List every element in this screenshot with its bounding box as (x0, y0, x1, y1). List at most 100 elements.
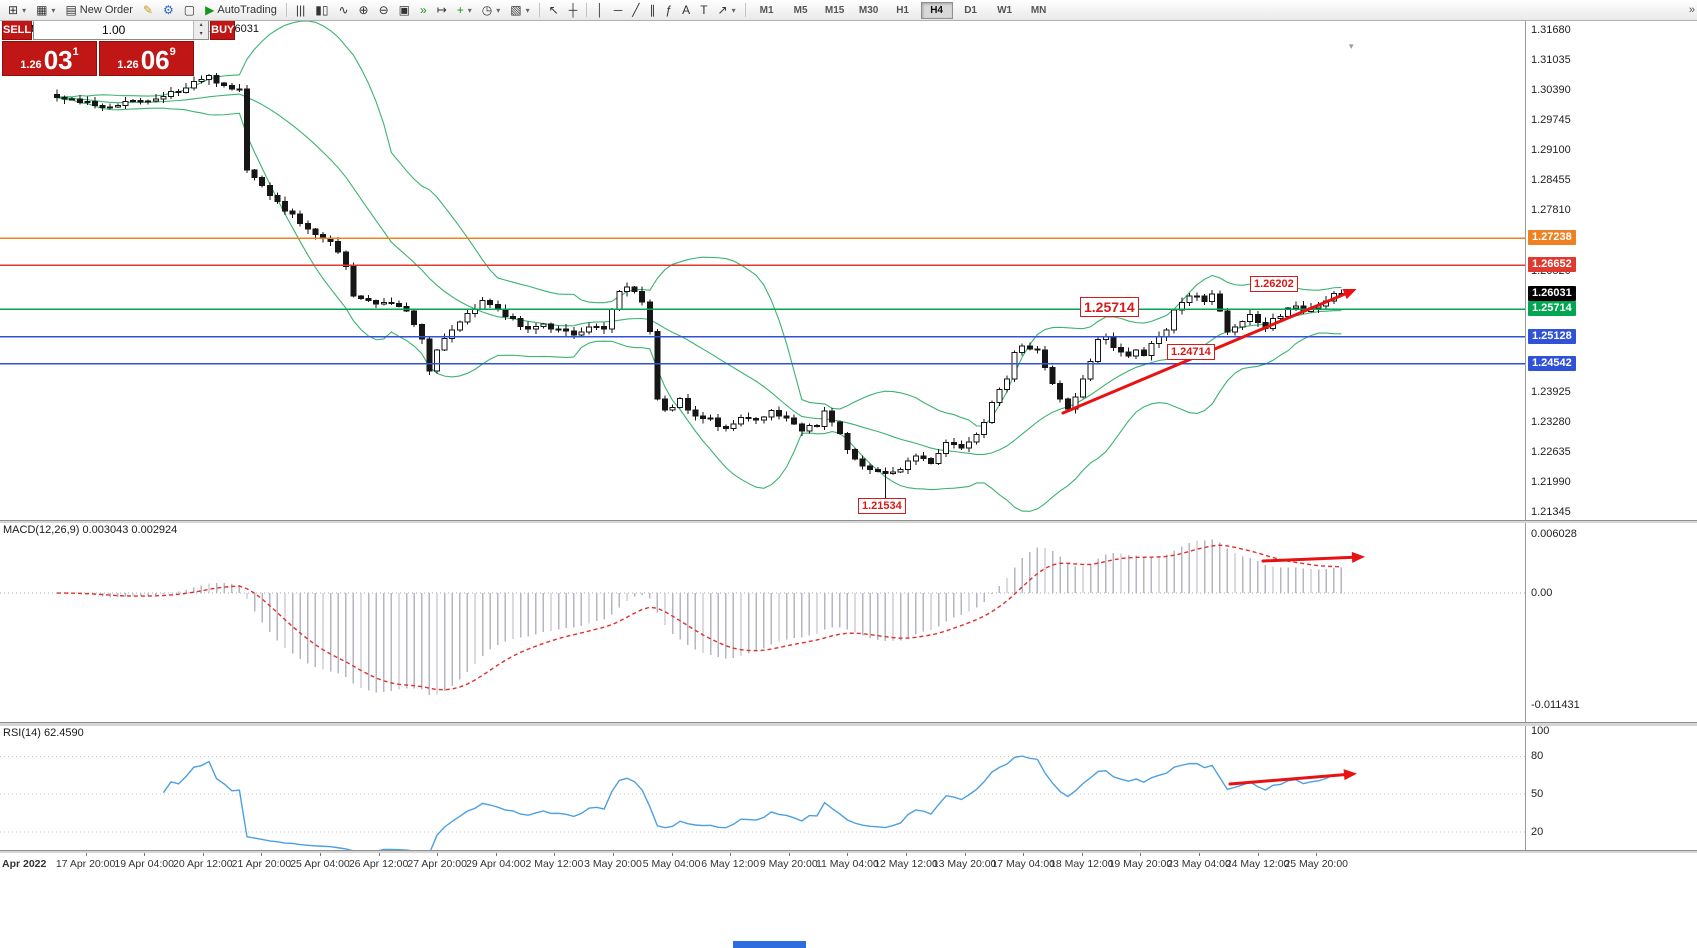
volume-input[interactable] (34, 21, 194, 39)
panel-separator[interactable] (0, 520, 1697, 523)
indicators-icon: + (456, 3, 464, 17)
buy-button[interactable]: BUY (210, 20, 236, 40)
cursor-button[interactable]: ↖ (544, 0, 564, 20)
time-label: 9 May 20:00 (759, 858, 818, 870)
chart-shift-button[interactable]: ↦ (432, 0, 452, 20)
price-axis[interactable]: 1.31680 1.31035 1.30390 1.29745 1.29100 1.284… (1526, 20, 1697, 876)
text-button[interactable]: A (677, 0, 695, 20)
tile-windows-button[interactable]: ▣ (394, 0, 415, 20)
volume-up-icon[interactable]: ▴ (194, 21, 209, 30)
chevron-down-icon: ▾ (731, 5, 736, 15)
autotrading-play-icon: ▶ (205, 3, 215, 17)
metaeditor-button[interactable]: ✎ (138, 0, 158, 20)
chart-price-label[interactable]: 1.26202 (1250, 276, 1298, 292)
rsi-canvas[interactable] (0, 725, 1526, 850)
time-tick (847, 852, 849, 856)
time-tick (613, 852, 614, 856)
time-tick (554, 852, 556, 856)
channel-button[interactable]: ∥ (644, 0, 660, 20)
candlestick-chart-button[interactable]: ▮▯ (310, 0, 333, 20)
time-tick (202, 852, 204, 856)
buy-price-button[interactable]: 1.26 06 9 (99, 41, 194, 76)
options-button[interactable]: ⚙ (158, 0, 179, 20)
volume-field: ▴ ▾ (33, 20, 210, 40)
profiles-icon: ▦ (36, 3, 48, 17)
timeframe-M15[interactable]: M15 (824, 4, 845, 16)
chart-price-label[interactable]: 1.21534 (858, 498, 906, 514)
templates-button[interactable]: ▧ ▾ (505, 0, 534, 20)
arrows-button[interactable]: ↗ ▾ (713, 0, 741, 20)
price-scale-label: 1.29100 (1531, 144, 1571, 157)
new-chart-button[interactable]: ⊞ ▾ (3, 0, 31, 20)
zoom-out-button[interactable]: ⊖ (374, 0, 394, 20)
sell-price-button[interactable]: 1.26 03 1 (2, 41, 97, 76)
timeframe-M1[interactable]: M1 (759, 4, 774, 16)
macd-panel[interactable]: MACD(12,26,9) 0.003043 0.002924 (0, 522, 1526, 722)
price-level-tag: 1.25128 (1528, 328, 1576, 344)
timeframe-D1[interactable]: D1 (964, 4, 977, 16)
toolbar-overflow-icon[interactable]: » (1688, 4, 1695, 16)
chart-shift-marker[interactable]: ▾ (1349, 41, 1354, 51)
rsi-panel[interactable]: RSI(14) 62.4590 (0, 725, 1526, 850)
time-tick (1316, 852, 1318, 856)
time-tick (1257, 852, 1259, 856)
new-order-button[interactable]: ▤ New Order (60, 0, 138, 20)
volume-down-icon[interactable]: ▾ (194, 30, 209, 39)
time-tick (437, 852, 439, 856)
macd-label: MACD(12,26,9) 0.003043 0.002924 (3, 524, 178, 536)
timeframe-W1[interactable]: W1 (997, 4, 1013, 16)
text-icon: A (682, 3, 691, 17)
timeframe-H1[interactable]: H1 (896, 4, 909, 16)
line-chart-button[interactable]: ∿ (333, 0, 353, 20)
rsi-scale-label: 80 (1531, 750, 1544, 763)
time-tick (85, 852, 87, 856)
autotrading-button[interactable]: ▶ AutoTrading (200, 0, 282, 20)
time-tick (320, 852, 321, 856)
main-chart-canvas[interactable] (0, 20, 1526, 520)
crosshair-button[interactable]: ┼ (564, 0, 583, 20)
bar-chart-button[interactable]: ||| (291, 0, 310, 20)
timeframe-M5[interactable]: M5 (793, 4, 808, 16)
price-scale-label: 1.23280 (1531, 415, 1571, 428)
macd-canvas[interactable] (0, 522, 1526, 722)
time-label: 5 May 04:00 (642, 858, 701, 870)
zoom-in-button[interactable]: ⊕ (354, 0, 374, 20)
horizontal-line-button[interactable]: ─ (609, 0, 628, 20)
panel-separator[interactable] (0, 850, 1697, 853)
periods-icon: ◷ (481, 3, 493, 17)
vertical-line-button[interactable]: │ (591, 0, 609, 20)
price-scale-label: 1.21345 (1531, 506, 1571, 518)
rsi-scale-label: 100 (1531, 725, 1550, 737)
periods-button[interactable]: ◷ ▾ (477, 0, 506, 20)
sell-button[interactable]: SELL (2, 20, 33, 40)
price-scale-label: 1.31680 (1531, 24, 1571, 36)
timeframe-M30[interactable]: M30 (858, 4, 879, 16)
fullscreen-icon: ▢ (183, 3, 196, 17)
new-order-icon: ▤ (65, 3, 77, 17)
text-label-button[interactable]: T (695, 0, 712, 20)
timeframe-H4[interactable]: H4 (920, 1, 953, 19)
options-icon: ⚙ (163, 3, 174, 17)
timeframe-MN[interactable]: MN (1030, 4, 1047, 16)
panel-separator[interactable] (0, 722, 1697, 726)
toolbar-separator (586, 3, 588, 17)
toolbar-separator (285, 3, 287, 17)
fibonacci-icon: ƒ (665, 3, 673, 17)
chart-price-label[interactable]: 1.25714 (1080, 297, 1139, 317)
profiles-button[interactable]: ▦ ▾ (31, 0, 60, 20)
chevron-down-icon: ▾ (525, 5, 530, 15)
indicators-button[interactable]: + ▾ (452, 0, 477, 20)
macd-scale-label: -0.011431 (1531, 699, 1580, 711)
time-axis[interactable]: Apr 2022 17 Apr 20:00 19 Apr 04:00 20 Apr 1… (0, 852, 1697, 878)
time-tick (378, 852, 380, 856)
main-chart-panel[interactable]: ▮▯ GBPUSD-,H4 1.26017 1.26033 1.26017 1.… (0, 20, 1526, 520)
auto-scroll-button[interactable]: » (415, 0, 432, 20)
time-label: 3 May 20:00 (584, 858, 642, 870)
fibonacci-button[interactable]: ƒ (660, 0, 677, 20)
sell-price-small: 1.26 (20, 59, 42, 71)
chart-price-label[interactable]: 1.24714 (1167, 344, 1215, 360)
time-tick (906, 852, 907, 856)
trendline-button[interactable]: ╱ (627, 0, 644, 20)
fullscreen-button[interactable]: ▢ (179, 0, 200, 20)
time-label: 17 Apr 20:00 (55, 858, 116, 870)
